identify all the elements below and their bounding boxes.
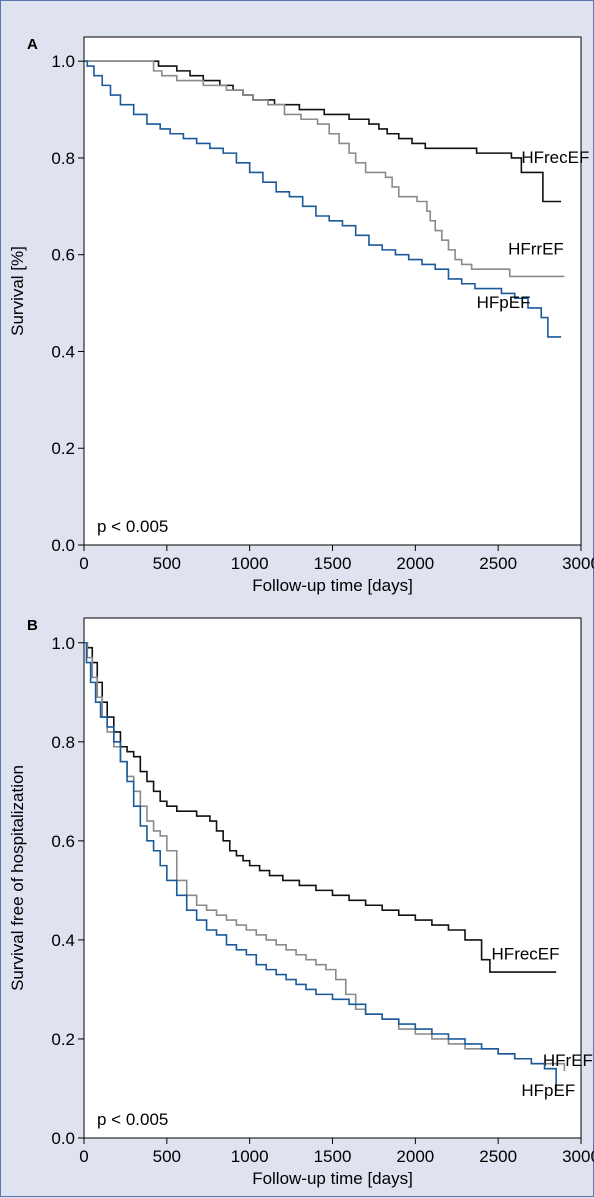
x-tick-label: 1500 — [314, 554, 352, 573]
y-tick-label: 0.6 — [51, 832, 75, 851]
p-value-annotation: p < 0.005 — [97, 1110, 168, 1129]
panel-label: B — [27, 617, 38, 634]
x-tick-label: 500 — [153, 1147, 181, 1166]
series-line-hfrecef — [84, 60, 562, 203]
x-tick-label: 1000 — [231, 1147, 269, 1166]
y-tick-label: 0.2 — [51, 439, 75, 458]
x-tick-label: 2000 — [396, 1147, 434, 1166]
y-tick-label: 0.2 — [51, 1030, 75, 1049]
y-tick-label: 1.0 — [51, 634, 75, 653]
y-tick-label: 0.8 — [51, 149, 75, 168]
y-tick-label: 0.6 — [51, 246, 75, 265]
y-tick-label: 0.0 — [51, 1129, 75, 1148]
series-label-hfrecef: HFrecEF — [521, 148, 589, 167]
y-axis-title: Survival free of hospitalization — [8, 765, 27, 991]
x-tick-label: 1000 — [231, 554, 269, 573]
x-tick-label: 500 — [153, 554, 181, 573]
x-tick-label: 0 — [79, 1147, 88, 1166]
y-tick-label: 0.8 — [51, 733, 75, 752]
y-axis-title: Survival [%] — [8, 246, 27, 336]
series-label-hfpef: HFpEF — [477, 293, 531, 312]
y-tick-label: 0.4 — [51, 342, 75, 361]
plot-area — [83, 36, 582, 546]
series-label-hfrecef: HFrecEF — [492, 945, 560, 964]
x-tick-label: 2500 — [479, 1147, 517, 1166]
series-line-hfrecef — [84, 641, 557, 973]
series-label-hfrref: HFrrEF — [508, 240, 564, 259]
series-label-hfref: HFrEF — [543, 1051, 593, 1070]
y-tick-label: 1.0 — [51, 52, 75, 71]
x-tick-label: 2500 — [479, 554, 517, 573]
y-tick-label: 0.0 — [51, 536, 75, 555]
x-tick-label: 2000 — [396, 554, 434, 573]
panel-label: A — [27, 36, 38, 53]
series-line-hfrref — [84, 60, 565, 278]
series-line-hfpef — [84, 641, 557, 1091]
p-value-annotation: p < 0.005 — [97, 517, 168, 536]
plot-area — [83, 617, 582, 1139]
x-tick-label: 1500 — [314, 1147, 352, 1166]
y-tick-label: 0.4 — [51, 931, 75, 950]
x-tick-label: 0 — [79, 554, 88, 573]
series-line-hfpef — [84, 60, 562, 338]
x-axis-title: Follow-up time [days] — [252, 576, 413, 595]
x-axis-title: Follow-up time [days] — [252, 1169, 413, 1188]
series-label-hfpef: HFpEF — [521, 1081, 575, 1100]
